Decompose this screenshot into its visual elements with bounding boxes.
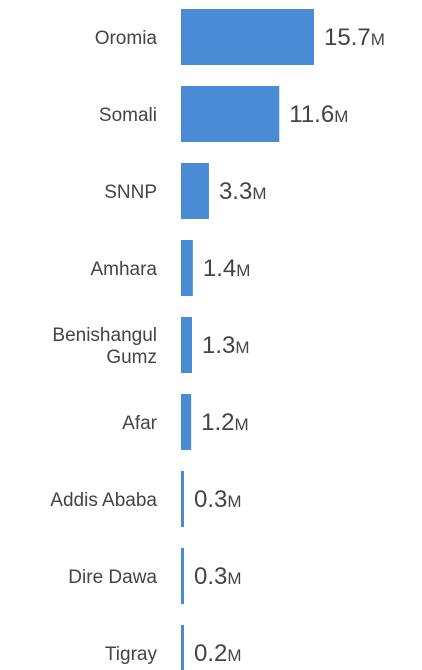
category-label-oromia: Oromia bbox=[95, 28, 158, 49]
bar-benishangul-gumz bbox=[181, 317, 193, 373]
value-label-addis-ababa: 0.3M bbox=[194, 486, 242, 513]
category-labels-group: Oromia Somali SNNP Amhara Benishangul Gumz Afa… bbox=[50, 28, 157, 665]
category-label-amhara: Amhara bbox=[90, 259, 157, 280]
value-label-benishangul-gumz: 1.3M bbox=[202, 332, 250, 359]
value-label-snnp: 3.3M bbox=[219, 178, 267, 205]
category-label-benishangul-gumz: Benishangul Gumz bbox=[52, 325, 157, 368]
bar-tigray bbox=[181, 625, 184, 670]
category-label-afar: Afar bbox=[122, 413, 158, 434]
category-label-tigray: Tigray bbox=[105, 644, 158, 665]
bar-somali bbox=[181, 86, 280, 142]
value-labels-group: 15.7M 11.6M 3.3M 1.4M 1.3M 1.2M 0.3M 0.3M 0.2M bbox=[194, 24, 385, 667]
value-label-amhara: 1.4M bbox=[203, 255, 251, 282]
category-label-somali: Somali bbox=[99, 105, 157, 126]
bar-amhara bbox=[181, 240, 193, 296]
value-label-oromia: 15.7M bbox=[324, 24, 385, 51]
category-label-dire-dawa: Dire Dawa bbox=[68, 567, 157, 588]
value-label-somali: 11.6M bbox=[289, 101, 348, 128]
bars-group bbox=[181, 9, 314, 670]
bar-snnp bbox=[181, 163, 209, 219]
value-label-dire-dawa: 0.3M bbox=[194, 563, 242, 590]
category-label-snnp: SNNP bbox=[104, 182, 157, 203]
value-label-afar: 1.2M bbox=[201, 409, 249, 436]
bar-dire-dawa bbox=[181, 548, 184, 604]
bar-afar bbox=[181, 394, 192, 450]
value-label-tigray: 0.2M bbox=[194, 640, 242, 667]
category-label-addis-ababa: Addis Ababa bbox=[50, 490, 157, 511]
bar-addis-ababa bbox=[181, 471, 184, 527]
bar-oromia bbox=[181, 9, 314, 65]
